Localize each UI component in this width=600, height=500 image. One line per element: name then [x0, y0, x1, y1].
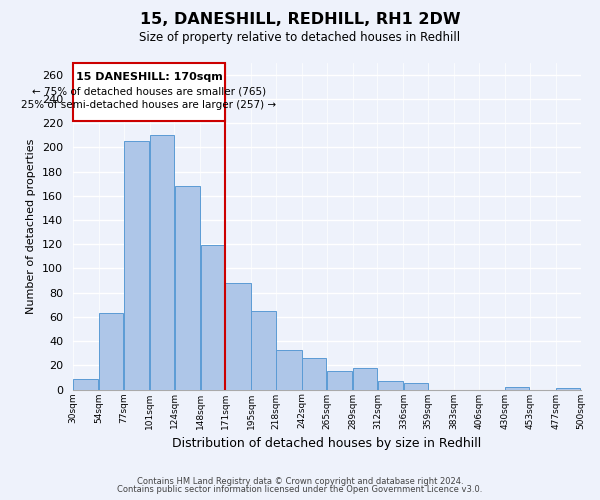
FancyBboxPatch shape: [73, 62, 225, 120]
Text: ← 75% of detached houses are smaller (765): ← 75% of detached houses are smaller (76…: [32, 86, 266, 97]
Bar: [175, 186, 200, 390]
Bar: [505, 387, 529, 390]
Bar: [150, 135, 174, 390]
Bar: [73, 378, 98, 390]
Text: Contains public sector information licensed under the Open Government Licence v3: Contains public sector information licen…: [118, 485, 482, 494]
Text: 15 DANESHILL: 170sqm: 15 DANESHILL: 170sqm: [76, 72, 223, 82]
X-axis label: Distribution of detached houses by size in Redhill: Distribution of detached houses by size …: [172, 437, 481, 450]
Text: Contains HM Land Registry data © Crown copyright and database right 2024.: Contains HM Land Registry data © Crown c…: [137, 477, 463, 486]
Bar: [124, 141, 149, 390]
Bar: [99, 313, 124, 390]
Text: Size of property relative to detached houses in Redhill: Size of property relative to detached ho…: [139, 31, 461, 44]
Text: 25% of semi-detached houses are larger (257) →: 25% of semi-detached houses are larger (…: [22, 100, 277, 110]
Text: 15, DANESHILL, REDHILL, RH1 2DW: 15, DANESHILL, REDHILL, RH1 2DW: [140, 12, 460, 28]
Bar: [200, 246, 225, 390]
Bar: [226, 283, 251, 390]
Y-axis label: Number of detached properties: Number of detached properties: [26, 138, 36, 314]
Bar: [251, 311, 275, 390]
Bar: [377, 381, 403, 390]
Bar: [302, 358, 326, 390]
Bar: [353, 368, 377, 390]
Bar: [327, 372, 352, 390]
Bar: [404, 384, 428, 390]
Bar: [556, 388, 580, 390]
Bar: [276, 350, 302, 390]
